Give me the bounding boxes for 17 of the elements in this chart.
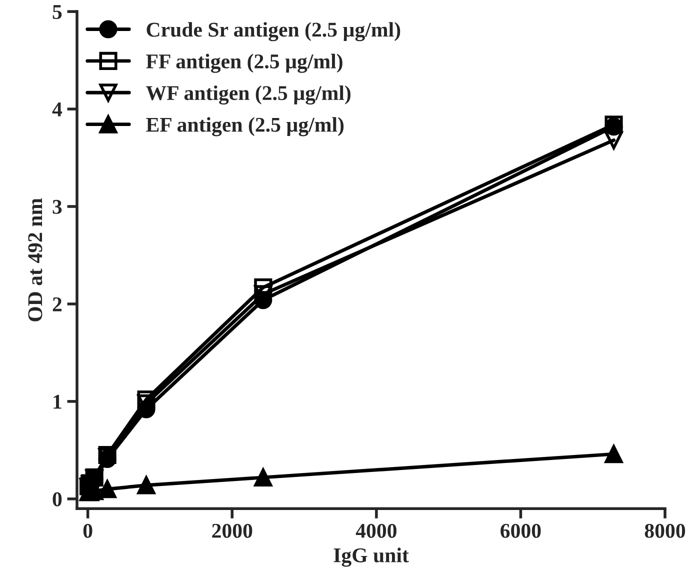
x-tick-label: 2000	[212, 524, 252, 538]
y-tick-label: 1	[54, 394, 62, 409]
y-tick-label: 0	[52, 492, 62, 506]
y-axis-title: OD at 492 nm	[28, 198, 42, 322]
x-tick-label: 6000	[500, 524, 541, 538]
legend-label: Crude Sr antigen (2.5 µg/ml)	[146, 22, 400, 42]
y-tick-label: 5	[52, 5, 62, 19]
y-tick-label: 2	[52, 297, 62, 312]
legend-label: WF antigen (2.5 µg/ml)	[146, 85, 350, 105]
x-tick-label: 8000	[644, 524, 686, 538]
y-tick-label: 4	[52, 102, 62, 116]
x-axis-title: IgG unit	[334, 548, 409, 567]
legend-label: EF antigen (2.5 µg/ml)	[146, 117, 344, 136]
x-tick-label: 4000	[356, 524, 396, 538]
x-tick-label: 0	[83, 524, 92, 538]
y-tick-label: 3	[52, 200, 62, 214]
legend-label: FF antigen (2.5 µg/ml)	[146, 54, 342, 73]
